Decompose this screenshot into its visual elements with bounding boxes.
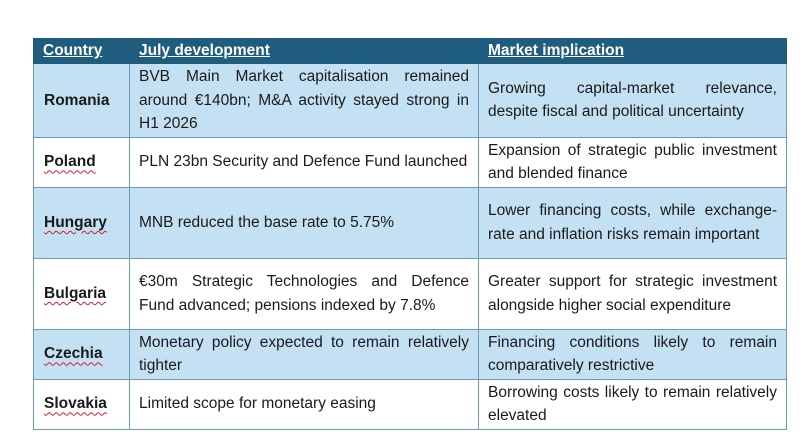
country-name: Hungary	[44, 213, 107, 231]
development-cell: BVB Main Market capitalisation remained …	[129, 63, 479, 138]
implication-cell: Lower financing costs, while exchange-ra…	[478, 186, 787, 259]
development-cell: Limited scope for monetary easing	[129, 378, 479, 430]
table-row: Poland PLN 23bn Security and Defence Fun…	[33, 136, 787, 188]
header-development: July development	[129, 38, 479, 64]
country-name: Slovakia	[44, 395, 107, 413]
table-row: Bulgaria €30m Strategic Technologies and…	[33, 257, 787, 330]
implication-cell: Greater support for strategic investment…	[478, 257, 787, 330]
country-name: Czechia	[44, 345, 103, 363]
implication-cell: Financing conditions likely to remain co…	[478, 328, 787, 380]
header-row: Country July development Market implicat…	[33, 38, 787, 64]
country-cell: Slovakia	[33, 378, 130, 430]
header-country: Country	[33, 38, 130, 64]
implication-cell: Borrowing costs likely to remain relativ…	[478, 378, 787, 430]
country-name: Poland	[44, 153, 96, 171]
country-cell: Bulgaria	[33, 257, 130, 330]
country-cell: Czechia	[33, 328, 130, 380]
country-cell: Hungary	[33, 186, 130, 259]
table-row: Slovakia Limited scope for monetary easi…	[33, 378, 787, 430]
development-cell: Monetary policy expected to remain relat…	[129, 328, 479, 380]
development-cell: PLN 23bn Security and Defence Fund launc…	[129, 136, 479, 188]
development-cell: €30m Strategic Technologies and Defence …	[129, 257, 479, 330]
country-name: Romania	[44, 91, 110, 109]
implication-cell: Expansion of strategic public investment…	[478, 136, 787, 188]
country-name: Bulgaria	[44, 284, 107, 302]
implication-cell: Growing capital-market relevance, despit…	[478, 63, 787, 138]
table-row: Czechia Monetary policy expected to rema…	[33, 328, 787, 380]
country-cell: Poland	[33, 136, 130, 188]
development-cell: MNB reduced the base rate to 5.75%	[129, 186, 479, 259]
header-implication: Market implication	[478, 38, 787, 64]
country-cell: Romania	[33, 63, 130, 138]
data-table: Country July development Market implicat…	[33, 38, 787, 430]
table-row: Romania BVB Main Market capitalisation r…	[33, 63, 787, 138]
table-row: Hungary MNB reduced the base rate to 5.7…	[33, 186, 787, 259]
